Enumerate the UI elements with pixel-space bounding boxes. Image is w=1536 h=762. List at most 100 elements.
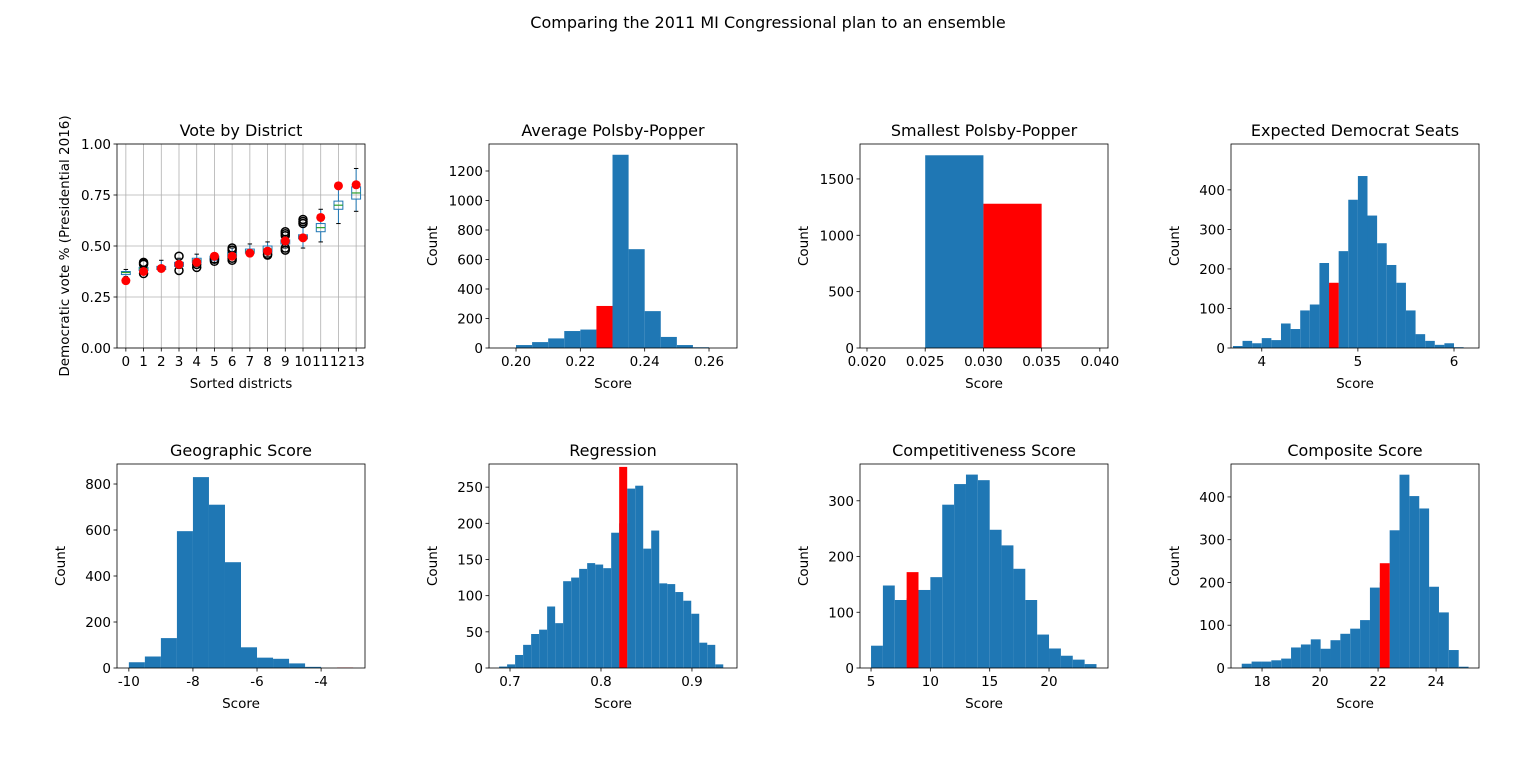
bar: [160, 638, 177, 668]
bar: [531, 634, 540, 668]
bar: [683, 600, 692, 668]
axes-frame: [859, 143, 1109, 349]
bar: [1084, 664, 1097, 668]
y-tick-label: 0: [845, 661, 854, 677]
y-tick-label: 400: [1199, 183, 1225, 199]
bar: [925, 155, 984, 348]
y-tick-label: 600: [457, 252, 483, 268]
bar: [882, 585, 895, 668]
y-axis-label: Count: [1167, 226, 1183, 266]
axes-frame: [116, 143, 366, 349]
x-tick-label: 0.8: [590, 674, 611, 690]
x-tick-label: 0.020: [848, 354, 887, 370]
bar: [224, 562, 241, 668]
bar: [1309, 304, 1320, 348]
x-tick-label: 6: [1450, 354, 1459, 370]
y-tick-label: 0: [1216, 661, 1225, 677]
bar: [1429, 586, 1439, 668]
y-tick-label: 400: [1199, 490, 1225, 506]
x-tick-label: -8: [186, 674, 199, 690]
plan-point: [298, 233, 308, 243]
axes-frame: [1230, 143, 1480, 349]
bar: [516, 345, 533, 348]
bar: [1300, 310, 1310, 348]
y-tick-label: 0.75: [81, 188, 111, 204]
bar: [1330, 640, 1341, 668]
bar: [1037, 634, 1050, 668]
bar: [1320, 648, 1331, 668]
flier: [298, 214, 308, 225]
bar: [507, 664, 516, 668]
y-tick-label: 600: [85, 523, 111, 539]
plan-point: [351, 180, 361, 190]
y-tick-label: 1200: [449, 164, 483, 180]
x-tick-label: 5: [210, 354, 219, 370]
y-tick-label: 0: [1216, 341, 1225, 357]
flier: [280, 226, 291, 237]
bar: [1001, 545, 1014, 668]
x-axis-label: Score: [594, 696, 632, 712]
y-tick-label: 800: [457, 223, 483, 239]
bar: [611, 532, 620, 668]
x-axis-label: Score: [594, 376, 632, 392]
x-tick-label: 4: [192, 354, 201, 370]
y-axis-label: Count: [796, 226, 812, 266]
bar: [555, 623, 564, 668]
bar: [563, 581, 572, 668]
y-tick-label: 0: [474, 661, 483, 677]
bar: [676, 345, 693, 348]
highlight-bar: [619, 466, 628, 668]
bar: [1389, 530, 1400, 668]
bar: [208, 504, 225, 668]
bar: [595, 564, 604, 668]
x-axis-label: Score: [1336, 696, 1374, 712]
bar: [942, 504, 955, 668]
y-tick-label: 300: [1199, 222, 1225, 238]
y-tick-label: 200: [1199, 575, 1225, 591]
plan-point: [192, 257, 202, 267]
x-tick-label: 12: [330, 354, 347, 370]
y-axis-label: Count: [1167, 546, 1183, 586]
plan-point: [263, 246, 273, 256]
bar: [628, 249, 645, 348]
plan-point: [209, 251, 219, 261]
bar: [660, 336, 677, 348]
x-tick-label: 0.025: [906, 354, 945, 370]
bar: [1072, 659, 1085, 668]
bar: [515, 654, 524, 668]
axes-frame: [488, 463, 738, 669]
x-tick-label: 6: [228, 354, 237, 370]
y-tick-label: 300: [1199, 533, 1225, 549]
bar: [128, 662, 145, 668]
bar: [1340, 633, 1351, 668]
bar: [1448, 650, 1459, 668]
bar: [1338, 251, 1349, 348]
highlight-bar: [1379, 563, 1390, 668]
plan-point: [121, 276, 131, 286]
bar: [539, 629, 548, 668]
y-tick-label: 0.50: [81, 239, 111, 255]
bar: [1271, 340, 1281, 348]
bar: [1261, 661, 1272, 668]
x-tick-label: 5: [1354, 354, 1363, 370]
x-tick-label: -6: [250, 674, 263, 690]
x-tick-label: 10: [922, 674, 939, 690]
bar: [603, 568, 612, 668]
bar: [675, 592, 684, 668]
plan-point: [174, 259, 184, 269]
x-tick-label: 11: [312, 354, 329, 370]
plan-point: [139, 267, 149, 276]
axes-frame: [116, 463, 366, 669]
bar: [989, 529, 1002, 668]
bar: [1409, 496, 1420, 668]
bar: [1291, 647, 1301, 668]
bar: [1280, 323, 1291, 348]
highlight-bar: [983, 203, 1042, 348]
x-axis-label: Score: [1336, 376, 1374, 392]
bar: [627, 488, 636, 668]
axes-title: Competitiveness Score: [892, 441, 1076, 460]
bar: [1319, 263, 1330, 348]
bar: [241, 647, 258, 668]
bar: [977, 480, 990, 668]
